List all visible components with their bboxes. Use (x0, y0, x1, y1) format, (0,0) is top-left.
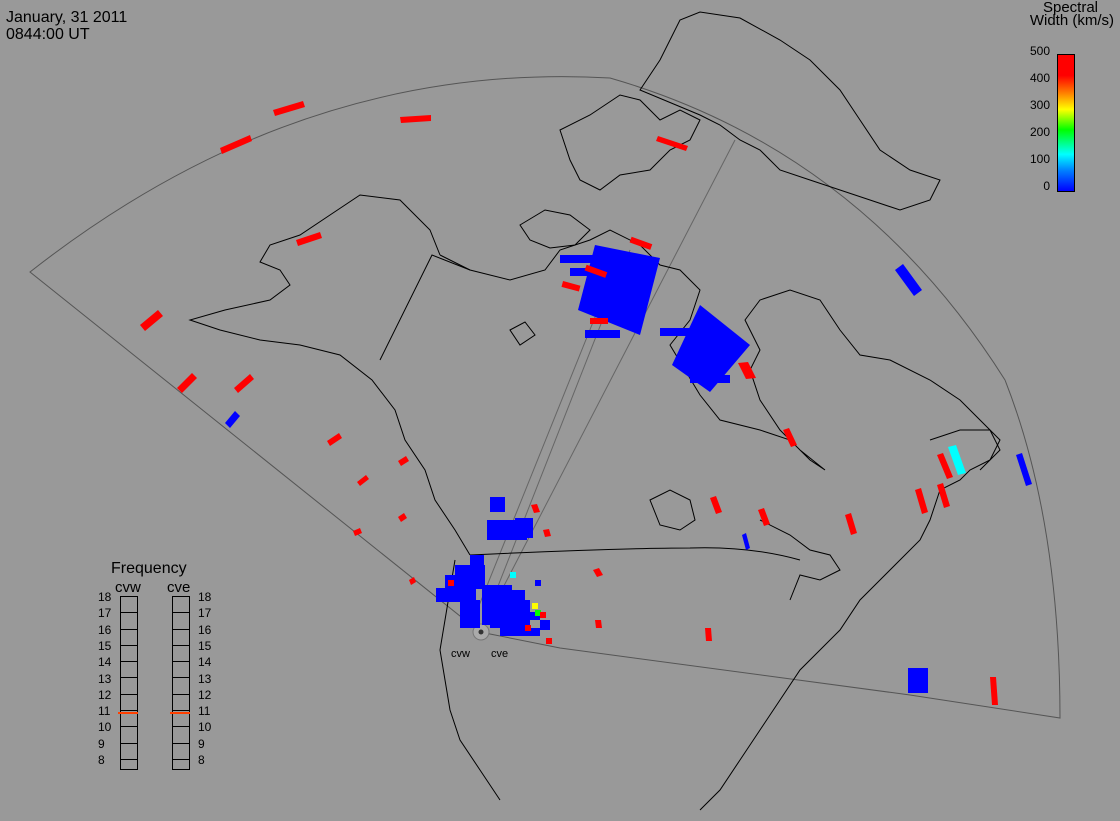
frequency-cell (121, 630, 137, 646)
frequency-tick-left: 14 (98, 655, 112, 670)
frequency-radar-label: cve (167, 579, 191, 596)
radar-site-center (478, 629, 484, 635)
frequency-cell (121, 727, 137, 744)
polar-echoes (225, 245, 1032, 693)
frequency-tick-right: 13 (198, 671, 212, 686)
frequency-cell (173, 727, 189, 744)
frequency-cell (173, 630, 189, 646)
frequency-cell (173, 613, 189, 630)
frequency-cell (121, 695, 137, 712)
colorbar-tick: 200 (1029, 125, 1050, 139)
frequency-tick-left: 16 (98, 622, 112, 637)
frequency-tick-right: 9 (198, 736, 205, 751)
near-range-echoes (436, 497, 550, 636)
frequency-cell (121, 646, 137, 663)
colorbar (1057, 54, 1075, 192)
border-line (379, 254, 471, 361)
frequency-cell (173, 678, 189, 695)
fov-beam-edge (469, 254, 621, 629)
colorbar-title: Spectral (1042, 0, 1098, 16)
frequency-marker-cvw (118, 711, 138, 714)
site-label-cvw: cvw (451, 648, 470, 660)
frequency-tick-right: 8 (198, 753, 205, 767)
frequency-tick-right: 11 (198, 704, 211, 719)
border-line (469, 547, 801, 561)
high-width-echoes (140, 101, 998, 705)
frequency-cell (121, 613, 137, 630)
frequency-column-cvw (120, 596, 138, 770)
frequency-tick-left: 15 (98, 638, 112, 653)
frequency-cell (121, 662, 137, 679)
frequency-column-cve (172, 596, 190, 770)
frequency-tick-left: 12 (98, 687, 112, 702)
frequency-radar-label: cvw (115, 579, 141, 596)
colorbar-tick: 300 (1029, 98, 1050, 112)
frequency-tick-right: 18 (198, 590, 212, 604)
fov-beam-edge (479, 139, 736, 633)
colorbar-title-units: Width (km/s) (1029, 12, 1114, 29)
frequency-cell (121, 711, 137, 728)
frequency-cell (173, 597, 189, 614)
frequency-marker-cve (170, 711, 190, 714)
frequency-tick-right: 10 (198, 720, 212, 735)
frequency-cell (173, 646, 189, 663)
colorbar-tick: 400 (1029, 71, 1050, 85)
site-label-cve: cve (491, 648, 509, 660)
frequency-tick-left: 11 (98, 704, 111, 719)
frequency-cell (121, 678, 137, 695)
frequency-cell (173, 711, 189, 728)
colorbar-tick: 500 (1029, 44, 1050, 58)
frequency-tick-left: 18 (98, 590, 112, 604)
frequency-tick-left: 17 (98, 606, 112, 621)
date-label: January, 31 2011 (6, 9, 128, 26)
frequency-tick-right: 14 (198, 655, 212, 670)
colorbar-tick: 0 (1043, 179, 1050, 193)
frequency-cell (173, 695, 189, 712)
time-label: 0844:00 UT (6, 26, 90, 43)
frequency-tick-right: 17 (198, 606, 212, 621)
frequency-tick-right: 16 (198, 622, 212, 637)
frequency-tick-left: 9 (98, 736, 105, 751)
frequency-cell (173, 662, 189, 679)
frequency-title: Frequency (111, 560, 187, 577)
mid-width-echo (948, 445, 966, 475)
frequency-tick-right: 15 (198, 638, 212, 653)
frequency-cell (121, 597, 137, 614)
fov-outline (29, 76, 1061, 719)
frequency-tick-left: 13 (98, 671, 112, 686)
frequency-cell (121, 744, 137, 760)
frequency-cell (173, 744, 189, 760)
colorbar-tick: 100 (1029, 152, 1050, 166)
frequency-tick-left: 10 (98, 720, 112, 735)
frequency-tick-right: 12 (198, 687, 212, 702)
frequency-tick-left: 8 (98, 753, 105, 767)
near-range-high-width (448, 572, 552, 644)
